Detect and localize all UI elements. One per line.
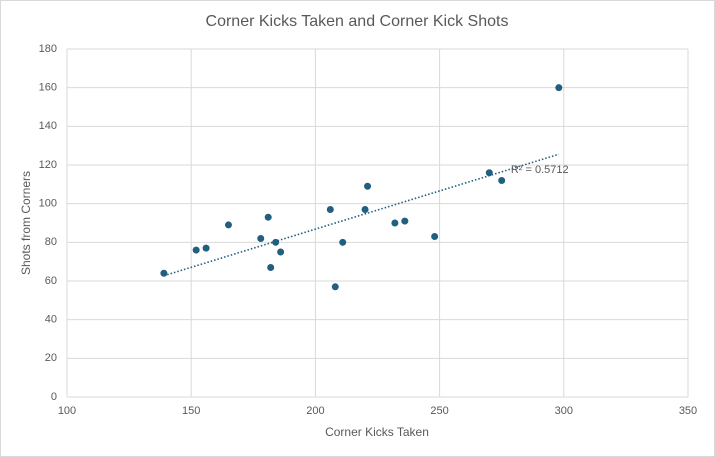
point	[277, 248, 285, 256]
x-tick-label: 350	[679, 405, 697, 417]
point	[401, 217, 409, 225]
y-tick-label: 120	[39, 159, 57, 171]
chart-title: Corner Kicks Taken and Corner Kick Shots	[206, 13, 509, 30]
x-tick-label: 200	[306, 405, 324, 417]
point	[339, 238, 347, 246]
x-tick-label: 250	[430, 405, 448, 417]
x-tick-label: 150	[182, 405, 200, 417]
y-axis-label: Shots from Corners	[19, 171, 33, 275]
trendline-label: R² = 0.5712	[511, 164, 569, 176]
point	[272, 238, 280, 246]
y-tick-label: 0	[51, 391, 57, 403]
y-tick-label: 100	[39, 198, 57, 210]
point	[361, 205, 369, 213]
y-tick-label: 40	[45, 314, 57, 326]
point	[331, 283, 339, 291]
point	[485, 169, 493, 177]
point	[202, 244, 210, 252]
y-tick-label: 60	[45, 275, 57, 287]
point	[391, 219, 399, 227]
y-tick-label: 160	[39, 82, 57, 94]
point	[267, 263, 275, 271]
point	[364, 182, 372, 190]
point	[257, 234, 265, 242]
x-tick-label: 300	[555, 405, 573, 417]
point	[192, 246, 200, 254]
x-axis-label: Corner Kicks Taken	[325, 425, 429, 439]
point	[498, 176, 506, 184]
point	[160, 269, 168, 277]
x-tick-label: 100	[58, 405, 76, 417]
point	[555, 84, 563, 92]
point	[431, 233, 439, 241]
trendline	[163, 153, 560, 277]
y-tick-label: 180	[39, 43, 57, 55]
point	[224, 221, 232, 229]
point	[326, 205, 334, 213]
point	[264, 213, 272, 221]
y-tick-label: 20	[45, 352, 57, 364]
y-tick-label: 80	[45, 236, 57, 248]
y-tick-label: 140	[39, 120, 57, 132]
